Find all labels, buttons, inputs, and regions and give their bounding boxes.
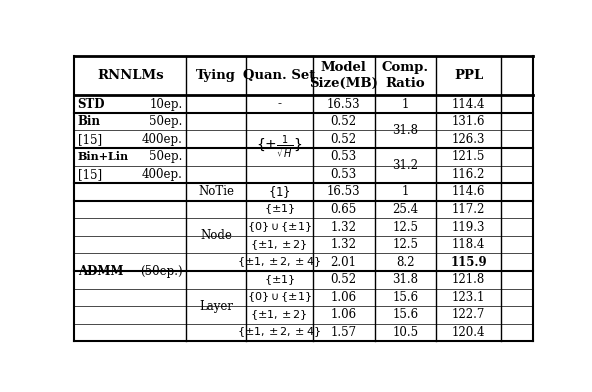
Text: $\{\pm1,\pm2\}$: $\{\pm1,\pm2\}$ [250, 308, 308, 322]
Text: -: - [277, 98, 281, 111]
Text: 8.2: 8.2 [396, 256, 415, 269]
Text: $\{\pm1,\pm2,\pm4\}$: $\{\pm1,\pm2,\pm4\}$ [237, 255, 321, 269]
Text: 1.06: 1.06 [330, 291, 356, 304]
Text: 0.53: 0.53 [330, 151, 356, 163]
Text: (50ep.): (50ep.) [140, 265, 183, 278]
Text: 1: 1 [402, 98, 409, 111]
Text: 12.5: 12.5 [392, 238, 419, 251]
Text: 31.2: 31.2 [392, 159, 419, 172]
Text: 118.4: 118.4 [452, 238, 485, 251]
Text: 121.8: 121.8 [452, 273, 485, 286]
Text: 31.8: 31.8 [392, 124, 419, 137]
Text: 121.5: 121.5 [452, 151, 485, 163]
Text: 122.7: 122.7 [452, 309, 485, 321]
Text: 0.65: 0.65 [330, 203, 356, 216]
Text: 10.5: 10.5 [392, 326, 419, 339]
Text: ADMM: ADMM [78, 265, 123, 278]
Text: STD: STD [78, 98, 105, 111]
Text: Comp.
Ratio: Comp. Ratio [382, 61, 429, 90]
Text: Node: Node [200, 229, 232, 242]
Text: [15]: [15] [78, 133, 102, 146]
Text: 114.6: 114.6 [452, 185, 485, 198]
Text: Layer: Layer [200, 300, 233, 313]
Text: 0.52: 0.52 [330, 115, 356, 128]
Text: 2.01: 2.01 [330, 256, 356, 269]
Text: 1: 1 [402, 185, 409, 198]
Text: Model
Size(MB): Model Size(MB) [309, 61, 378, 90]
Text: 12.5: 12.5 [392, 221, 419, 234]
Text: 119.3: 119.3 [452, 221, 485, 234]
Text: 120.4: 120.4 [452, 326, 485, 339]
Text: 400ep.: 400ep. [142, 133, 183, 146]
Text: 114.4: 114.4 [452, 98, 485, 111]
Text: $\{\pm1,\pm2,\pm4\}$: $\{\pm1,\pm2,\pm4\}$ [237, 326, 321, 339]
Text: $\{\pm1\}$: $\{\pm1\}$ [263, 273, 295, 287]
Text: 0.52: 0.52 [330, 273, 356, 286]
Text: 126.3: 126.3 [452, 133, 485, 146]
Text: [15]: [15] [78, 168, 102, 181]
Text: 50ep.: 50ep. [149, 151, 183, 163]
Text: 25.4: 25.4 [392, 203, 419, 216]
Text: Bin+Lin: Bin+Lin [78, 151, 129, 162]
Text: 117.2: 117.2 [452, 203, 485, 216]
Text: $\{\pm\frac{1}{\sqrt{H}}\}$: $\{\pm\frac{1}{\sqrt{H}}\}$ [256, 134, 303, 162]
Text: 50ep.: 50ep. [149, 115, 183, 128]
Text: Tying: Tying [197, 69, 236, 82]
Text: 0.53: 0.53 [330, 168, 356, 181]
Text: 1.57: 1.57 [330, 326, 356, 339]
Text: Quan. Set: Quan. Set [243, 69, 316, 82]
Text: 0.52: 0.52 [330, 133, 356, 146]
Text: 31.8: 31.8 [392, 273, 419, 286]
Text: 1.32: 1.32 [330, 238, 356, 251]
Text: 400ep.: 400ep. [142, 168, 183, 181]
Text: 123.1: 123.1 [452, 291, 485, 304]
Text: $\{1\}$: $\{1\}$ [268, 184, 291, 200]
Text: 115.9: 115.9 [451, 256, 487, 269]
Text: PPL: PPL [454, 69, 483, 82]
Text: 15.6: 15.6 [392, 309, 419, 321]
Text: 131.6: 131.6 [452, 115, 485, 128]
Text: $\{\pm1,\pm2\}$: $\{\pm1,\pm2\}$ [250, 238, 308, 252]
Text: $\{0\}\cup\{\pm1\}$: $\{0\}\cup\{\pm1\}$ [247, 220, 312, 234]
Text: Bin: Bin [78, 115, 101, 128]
Text: 10ep.: 10ep. [150, 98, 183, 111]
Text: 16.53: 16.53 [327, 185, 361, 198]
Text: $\{\pm1\}$: $\{\pm1\}$ [263, 203, 295, 216]
Text: 16.53: 16.53 [327, 98, 361, 111]
Text: 1.06: 1.06 [330, 309, 356, 321]
Text: -: - [214, 142, 218, 154]
Text: 1.32: 1.32 [330, 221, 356, 234]
Text: $\{0\}\cup\{\pm1\}$: $\{0\}\cup\{\pm1\}$ [247, 290, 312, 304]
Text: 15.6: 15.6 [392, 291, 419, 304]
Text: RNNLMs: RNNLMs [97, 69, 163, 82]
Text: NoTie: NoTie [198, 185, 234, 198]
Text: 116.2: 116.2 [452, 168, 485, 181]
